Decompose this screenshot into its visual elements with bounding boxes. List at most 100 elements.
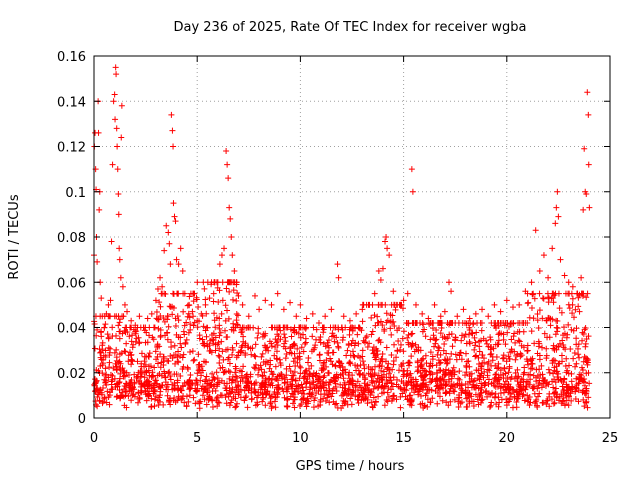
- data-point: [108, 371, 115, 378]
- data-point: [283, 372, 290, 379]
- data-point: [316, 336, 323, 343]
- data-point: [167, 376, 174, 383]
- data-point: [496, 399, 503, 406]
- data-point: [190, 298, 197, 305]
- data-point: [399, 335, 406, 342]
- data-point: [536, 307, 543, 314]
- data-point: [116, 256, 123, 263]
- y-tick-label: 0.02: [57, 367, 86, 382]
- data-point: [457, 349, 464, 356]
- data-point: [180, 383, 187, 390]
- data-point: [179, 354, 186, 361]
- data-point: [412, 301, 419, 308]
- data-point: [440, 378, 447, 385]
- data-point: [510, 333, 517, 340]
- data-point: [359, 306, 366, 313]
- data-point: [396, 367, 403, 374]
- data-point: [202, 296, 209, 303]
- data-point: [313, 390, 320, 397]
- data-point: [203, 401, 210, 408]
- data-point: [450, 387, 457, 394]
- data-point: [269, 376, 276, 383]
- data-point: [552, 379, 559, 386]
- data-point: [122, 348, 129, 355]
- data-point: [301, 340, 308, 347]
- data-point: [187, 348, 194, 355]
- data-point: [553, 393, 560, 400]
- data-point: [117, 360, 124, 367]
- data-point: [579, 367, 586, 374]
- data-point: [149, 372, 156, 379]
- data-point: [102, 321, 109, 328]
- data-point: [262, 330, 269, 337]
- data-point: [99, 400, 106, 407]
- data-point: [167, 395, 174, 402]
- data-point: [254, 334, 261, 341]
- data-point: [456, 394, 463, 401]
- data-point: [101, 376, 108, 383]
- data-point: [404, 367, 411, 374]
- data-point: [424, 403, 431, 410]
- data-point: [215, 352, 222, 359]
- data-point: [345, 390, 352, 397]
- data-point: [346, 317, 353, 324]
- data-point: [174, 290, 181, 297]
- data-point: [433, 327, 440, 334]
- data-point: [394, 347, 401, 354]
- data-point: [525, 361, 532, 368]
- data-point: [409, 188, 416, 195]
- data-point: [585, 161, 592, 168]
- data-point: [161, 247, 168, 254]
- data-point: [128, 397, 135, 404]
- data-point: [217, 329, 224, 336]
- data-point: [113, 332, 120, 339]
- data-point: [374, 319, 381, 326]
- data-point: [108, 381, 115, 388]
- data-point: [300, 387, 307, 394]
- data-point: [291, 340, 298, 347]
- data-point: [226, 204, 233, 211]
- data-point: [344, 347, 351, 354]
- data-point: [259, 350, 266, 357]
- data-point: [408, 353, 415, 360]
- data-point: [348, 340, 355, 347]
- data-point: [543, 352, 550, 359]
- data-point: [132, 322, 139, 329]
- data-point: [230, 287, 237, 294]
- data-point: [556, 305, 563, 312]
- data-point: [262, 382, 269, 389]
- data-point: [110, 365, 117, 372]
- data-point: [185, 310, 192, 317]
- data-point: [309, 310, 316, 317]
- data-point: [405, 331, 412, 338]
- data-point: [384, 365, 391, 372]
- data-point: [382, 301, 389, 308]
- data-point: [379, 265, 386, 272]
- data-point: [484, 393, 491, 400]
- data-point: [125, 352, 132, 359]
- data-point: [235, 352, 242, 359]
- data-point: [172, 360, 179, 367]
- data-point: [164, 336, 171, 343]
- data-point: [584, 357, 591, 364]
- data-point: [174, 386, 181, 393]
- data-point: [272, 375, 279, 382]
- data-point: [143, 353, 150, 360]
- data-point: [335, 274, 342, 281]
- data-point: [355, 352, 362, 359]
- data-point: [585, 333, 592, 340]
- data-point: [341, 379, 348, 386]
- data-point: [322, 343, 329, 350]
- data-point: [333, 371, 340, 378]
- data-point: [526, 393, 533, 400]
- data-point: [268, 368, 275, 375]
- data-point: [437, 319, 444, 326]
- data-point: [227, 369, 234, 376]
- data-point: [520, 328, 527, 335]
- data-point: [357, 370, 364, 377]
- data-point: [310, 370, 317, 377]
- data-point: [347, 324, 354, 331]
- data-point: [402, 393, 409, 400]
- data-point: [233, 297, 240, 304]
- data-point: [395, 325, 402, 332]
